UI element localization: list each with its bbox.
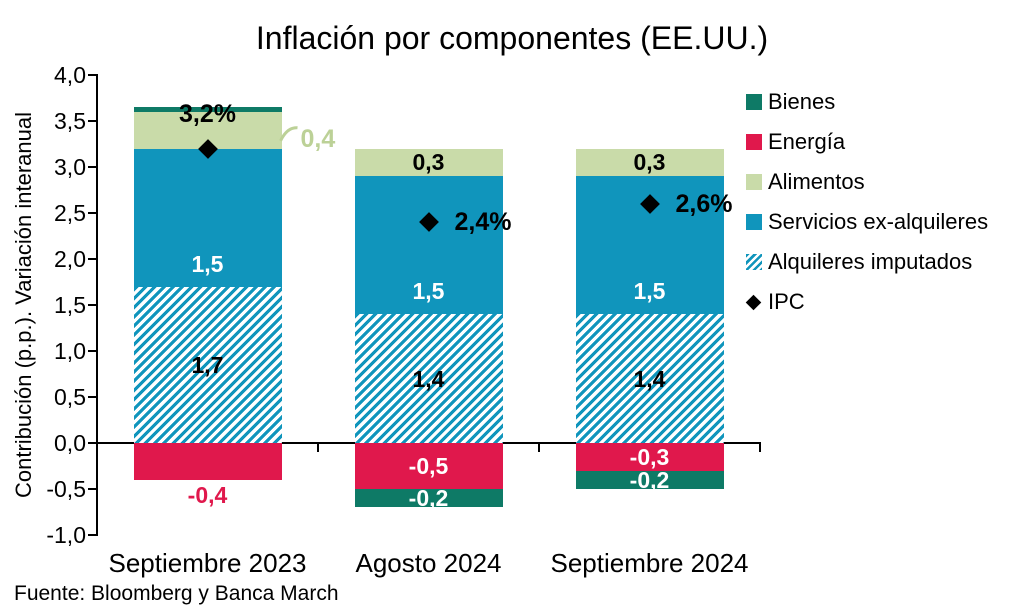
y-axis-line xyxy=(96,74,98,536)
segment-label: 1,7 xyxy=(191,351,224,378)
y-tick-mark xyxy=(88,304,97,306)
y-tick-mark xyxy=(88,488,97,490)
segment-label: 1,4 xyxy=(633,365,666,392)
bar-segment-alimentos xyxy=(575,148,724,177)
legend-item-ipc: IPC xyxy=(745,289,1016,314)
bar-segment-bienes xyxy=(133,107,282,112)
legend-label: Bienes xyxy=(768,89,836,114)
bar-segment-bienes xyxy=(575,470,724,489)
bar-segment-bienes xyxy=(354,489,503,508)
x-tick-mark xyxy=(759,444,761,452)
x-category-label: Agosto 2024 xyxy=(355,548,502,578)
segment-label: 1,5 xyxy=(191,250,224,277)
segment-label: -0,4 xyxy=(187,481,228,508)
legend-item-alimentos: Alimentos xyxy=(746,170,1016,194)
y-tick-label: 2,5 xyxy=(54,199,86,226)
legend-item-energ-a: Energía xyxy=(746,130,1016,154)
y-tick-label: -1,0 xyxy=(46,521,86,548)
y-tick-mark xyxy=(88,258,97,260)
y-tick-label: 4,0 xyxy=(54,61,86,88)
segment-label: 0,3 xyxy=(412,149,445,176)
segment-label: -0,3 xyxy=(629,443,670,470)
y-tick-mark xyxy=(88,350,97,352)
y-tick-mark xyxy=(88,120,97,122)
y-tick-label: 3,5 xyxy=(54,107,86,134)
y-tick-mark xyxy=(88,212,97,214)
segment-label: 1,5 xyxy=(412,278,445,305)
ipc-value-label: 3,2% xyxy=(179,99,236,128)
bar-segment-alquileres-imputados xyxy=(133,286,282,443)
legend-item-alquileres-imputados: Alquileres imputados xyxy=(746,250,1016,274)
segment-label: -0,2 xyxy=(629,466,670,493)
source-note: Fuente: Bloomberg y Banca March xyxy=(14,582,339,605)
legend-label: Energía xyxy=(768,129,846,154)
y-tick-mark xyxy=(88,166,97,168)
bar-segment-servicios-ex-alquileres xyxy=(133,148,282,287)
bar-segment-alquileres-imputados xyxy=(575,314,724,443)
hatch-marker-icon xyxy=(746,254,762,270)
callout-value-label: 0,4 xyxy=(300,124,336,153)
y-tick-label: 3,0 xyxy=(54,153,86,180)
y-tick-mark xyxy=(88,74,97,76)
segment-label: 1,5 xyxy=(633,278,666,305)
x-tick-mark xyxy=(538,444,540,452)
y-tick-label: 0,0 xyxy=(54,429,86,456)
ipc-value-label: 2,4% xyxy=(454,208,512,237)
y-tick-label: 2,0 xyxy=(54,245,86,272)
y-tick-mark xyxy=(88,396,97,398)
segment-label: 1,4 xyxy=(412,365,445,392)
segment-label: 0,3 xyxy=(633,149,666,176)
bar-segment-energ-a xyxy=(575,443,724,471)
x-category-label: Septiembre 2023 xyxy=(108,548,307,578)
square-marker-icon xyxy=(746,94,762,110)
square-marker-icon xyxy=(746,174,762,190)
bar-segment-alimentos xyxy=(354,148,503,177)
bar-segment-energ-a xyxy=(354,443,503,489)
legend-label: IPC xyxy=(768,289,805,314)
ipc-value-label: 2,6% xyxy=(675,189,733,218)
square-marker-icon xyxy=(746,134,762,150)
bar-segment-alquileres-imputados xyxy=(354,314,503,443)
x-tick-mark xyxy=(317,444,319,452)
y-tick-mark xyxy=(88,442,97,444)
diamond-marker-icon xyxy=(745,294,762,311)
square-marker-icon xyxy=(746,214,762,230)
segment-label: -0,2 xyxy=(408,485,449,512)
legend-label: Alquileres imputados xyxy=(768,249,973,274)
y-tick-label: -0,5 xyxy=(46,475,86,502)
legend-label: Alimentos xyxy=(768,169,865,194)
segment-label: -0,5 xyxy=(408,453,449,479)
legend-item-bienes: Bienes xyxy=(746,90,1016,114)
legend-label: Servicios ex-alquileres xyxy=(768,209,989,234)
x-category-label: Septiembre 2024 xyxy=(550,548,749,578)
chart-title: Inflación por componentes (EE.UU.) xyxy=(255,20,769,56)
bar-segment-servicios-ex-alquileres xyxy=(354,176,503,315)
legend-item-servicios-ex-alquileres: Servicios ex-alquileres xyxy=(746,210,1016,234)
y-tick-label: 1,5 xyxy=(54,291,86,318)
y-tick-label: 1,0 xyxy=(54,337,86,364)
y-tick-label: 0,5 xyxy=(54,383,86,410)
bar-segment-energ-a xyxy=(133,443,282,480)
y-tick-mark xyxy=(88,534,97,536)
